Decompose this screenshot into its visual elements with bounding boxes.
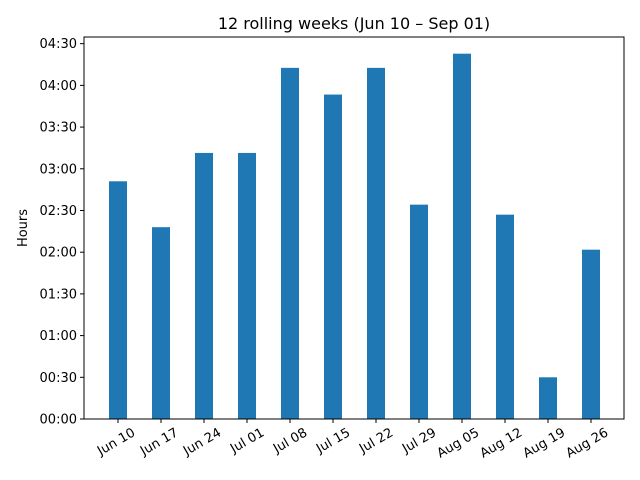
x-tick-label: Aug 19 xyxy=(521,425,568,461)
y-tick-label: 00:00 xyxy=(40,413,77,428)
y-tick-label: 02:30 xyxy=(40,204,77,219)
y-tick-label: 01:00 xyxy=(40,329,77,344)
y-ticks-group: 00:00 00:30 01:00 01:30 02:00 02:30 03:00 03:30… xyxy=(40,37,84,428)
y-tick-label: 03:30 xyxy=(40,121,77,136)
bar xyxy=(539,377,557,419)
y-tick-label: 04:00 xyxy=(40,79,77,94)
x-tick-label: Jun 17 xyxy=(137,425,181,459)
x-ticks-group: Jun 10 Jun 17 Jun 24 Jul 01 Jul 08 Jul 15 Jul … xyxy=(94,419,611,461)
x-tick-label: Jul 15 xyxy=(313,425,353,457)
x-tick-label: Aug 05 xyxy=(435,425,482,461)
plot-frame xyxy=(83,36,625,420)
bar xyxy=(195,152,213,419)
bar xyxy=(281,67,299,420)
bar xyxy=(410,204,428,419)
bar xyxy=(238,152,256,419)
y-axis-label: Hours xyxy=(16,209,31,247)
x-tick-label: Jun 24 xyxy=(180,425,224,459)
bar xyxy=(324,94,342,420)
chart-title: 12 rolling weeks (Jun 10 – Sep 01) xyxy=(218,14,490,33)
x-tick-label: Jul 22 xyxy=(356,425,396,457)
x-tick-label: Jun 10 xyxy=(94,425,138,459)
y-tick-label: 01:30 xyxy=(40,287,77,302)
bar xyxy=(453,53,471,420)
y-tick-label: 03:00 xyxy=(40,162,77,177)
bar xyxy=(582,249,600,419)
bar xyxy=(152,227,170,419)
x-tick-label: Aug 26 xyxy=(564,425,611,461)
x-tick-label: Jul 08 xyxy=(270,425,310,457)
bar xyxy=(109,181,127,419)
bars-group xyxy=(109,53,600,420)
x-tick-label: Jul 29 xyxy=(399,425,439,457)
x-tick-label: Jul 01 xyxy=(227,425,267,457)
y-tick-label: 04:30 xyxy=(40,37,77,52)
x-tick-label: Aug 12 xyxy=(478,425,525,461)
y-tick-label: 00:30 xyxy=(40,371,77,386)
bar xyxy=(367,67,385,420)
y-tick-label: 02:00 xyxy=(40,246,77,261)
bar xyxy=(496,214,514,419)
